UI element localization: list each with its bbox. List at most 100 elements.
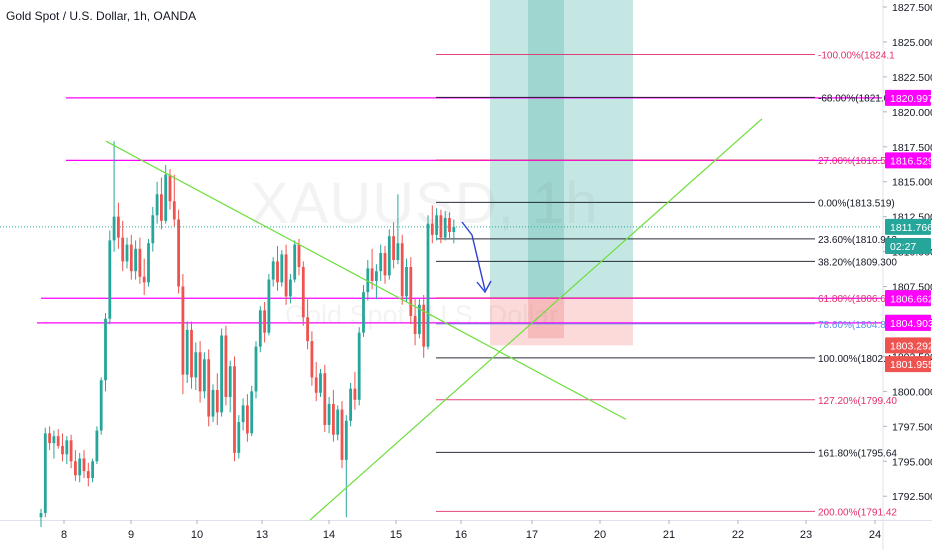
candle-body [190,329,193,378]
candle-body [82,458,86,472]
candle-body [95,430,99,462]
fib-level-label: 161.80%(1795.64 [818,448,897,459]
candle [95,426,99,465]
candle [215,373,219,425]
candle-body [220,335,223,413]
candle-body [108,240,112,319]
candle [117,202,120,249]
candle-body [336,409,340,435]
candle-body [418,304,421,335]
price-badge-label: 1820.997 [890,93,932,105]
candle [400,234,404,305]
candle-body [74,461,77,476]
x-tick-label: 10 [191,529,203,541]
candle [104,313,107,392]
price-badge-label: 1816.529 [890,155,932,167]
candle [319,369,322,397]
price-badge-bg [885,218,931,235]
candle-body [164,174,168,221]
y-tick-label: 1817.500 [892,142,932,154]
candle-body [177,219,180,287]
candle-body [452,226,456,233]
candle-body [121,237,125,262]
price-badge-label: 02:27 [890,241,916,253]
candle [91,458,94,483]
projection-arrowhead [476,280,492,294]
candle-body [409,266,413,316]
candle [383,246,387,284]
candle [147,239,150,287]
candle [142,258,146,295]
candle-body [78,458,82,476]
candle [69,434,73,469]
y-tick-label: 1797.500 [892,421,932,433]
candle [276,246,279,291]
candle-body [306,317,309,342]
stop-zone-inner [528,297,564,339]
candle [203,352,206,399]
candle-body [430,223,434,235]
fib-level-label: 0.00%(1813.519) [818,198,895,209]
target-zone-inner [528,0,564,298]
candle-body [65,440,69,455]
candle-body [353,388,357,400]
x-tick-label: 15 [390,529,402,541]
fib-level-label: 78.60%(1804.83 [818,320,892,331]
x-tick-label: 17 [526,529,538,541]
candle-body [314,377,318,393]
price-badge-bg [885,356,931,373]
candle-body [241,405,245,423]
candle-body [112,216,116,241]
candle-body [284,254,288,297]
fib-level-label: 127.20%(1799.40 [818,396,897,407]
price-badge: 1820.997 [885,89,932,106]
x-tick-label: 20 [594,529,606,541]
candle-body [207,359,211,417]
candle-body [448,218,451,233]
watermark-description: Gold Spot / U.S. Dollar [285,300,559,330]
fib-level-label: 100.00%(1802.4 [818,354,892,365]
candle-body [396,243,400,260]
candle-body [375,271,378,281]
candle [271,257,275,287]
candle [86,462,90,487]
candle-body [344,420,348,460]
candle-body [443,218,447,238]
candle-body [56,436,60,446]
candle [435,208,438,241]
candle [194,342,198,390]
candle [78,452,82,483]
candle-body [215,390,219,413]
candle [134,240,137,280]
candle-body [155,194,159,216]
x-tick-label: 23 [800,529,812,541]
candle-body [439,215,443,238]
candle [263,301,266,343]
candle [426,215,430,350]
candle-body [276,261,279,283]
candle [448,212,451,240]
candle [310,331,314,386]
candle-body [246,405,249,434]
fib-level-label: -100.00%(1824.1 [818,51,895,62]
candle [430,205,434,244]
candle-body [392,236,395,260]
candle [289,273,292,304]
y-tick-label: 1800.000 [892,386,932,398]
candle-body [48,433,51,444]
candle-body [194,352,198,378]
candle-body [366,268,370,293]
candle-body [422,304,426,347]
candle-body [172,201,176,220]
watermark-symbol: XAUUSD, 1h [250,171,599,236]
candle [48,426,51,451]
candle [327,396,331,434]
candle-body [237,422,241,453]
x-tick-label: 14 [323,529,335,541]
price-badge-label: 1811.766 [890,222,932,234]
candle-body [340,409,344,460]
candle-body [43,433,47,514]
y-tick-label: 1820.000 [892,107,932,119]
